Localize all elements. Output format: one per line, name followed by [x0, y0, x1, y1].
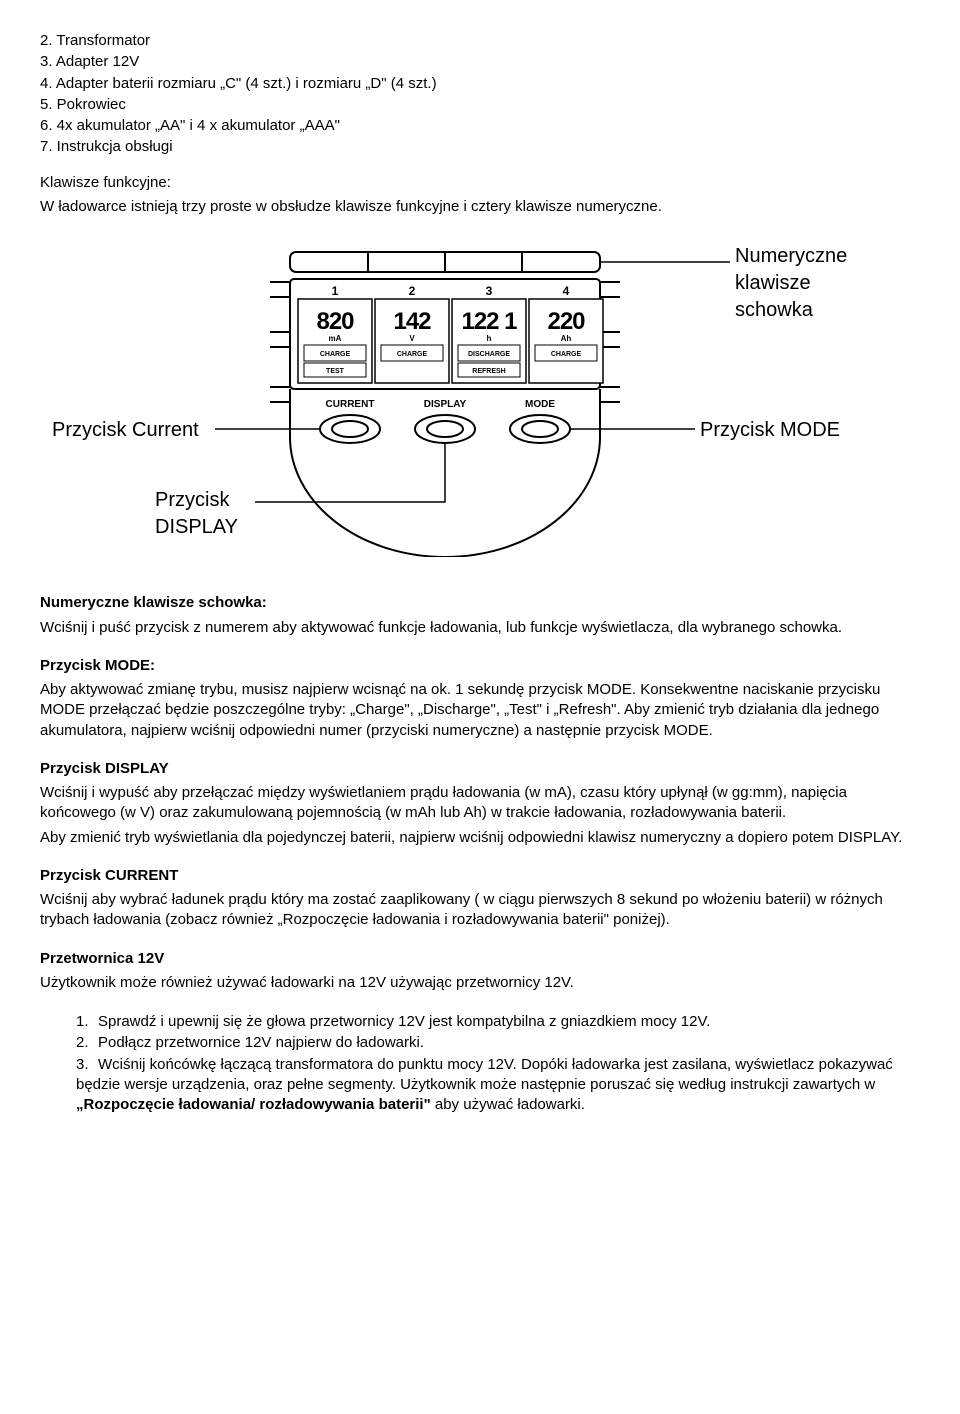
current-button-heading: Przycisk CURRENT — [40, 866, 920, 886]
svg-text:DISPLAY: DISPLAY — [424, 399, 467, 410]
svg-text:CHARGE: CHARGE — [397, 351, 428, 358]
converter-step: 2.Podłącz przetwornice 12V najpierw do ł… — [76, 1033, 920, 1053]
function-keys-text: W ładowarce istnieją trzy proste w obsłu… — [40, 197, 920, 217]
svg-text:DISCHARGE: DISCHARGE — [468, 351, 510, 358]
svg-text:REFRESH: REFRESH — [472, 368, 505, 375]
converter-steps: 1.Sprawdź i upewnij się że głowa przetwo… — [40, 1012, 920, 1054]
label-current-button: Przycisk Current — [52, 417, 199, 444]
svg-text:122 1: 122 1 — [461, 308, 517, 335]
numeric-keys-heading: Numeryczne klawisze schowka: — [40, 593, 920, 613]
label-numeric-keys: Numeryczne klawisze schowka — [735, 243, 847, 324]
svg-text:CHARGE: CHARGE — [551, 351, 582, 358]
svg-text:4: 4 — [563, 284, 570, 298]
numeric-keys-text: Wciśnij i puść przycisk z numerem aby ak… — [40, 618, 920, 638]
display-button-heading: Przycisk DISPLAY — [40, 759, 920, 779]
label-mode-button: Przycisk MODE — [700, 417, 840, 444]
converter-step: 1.Sprawdź i upewnij się że głowa przetwo… — [76, 1012, 920, 1032]
svg-text:MODE: MODE — [525, 399, 555, 410]
svg-text:2: 2 — [409, 284, 416, 298]
svg-text:TEST: TEST — [326, 368, 345, 375]
package-item: 4. Adapter baterii rozmiaru „C" (4 szt.)… — [40, 74, 920, 94]
label-display-button: Przycisk DISPLAY — [155, 487, 238, 541]
svg-text:CHARGE: CHARGE — [320, 351, 351, 358]
function-keys-heading: Klawisze funkcyjne: — [40, 173, 920, 193]
step-number: 3. — [76, 1055, 98, 1075]
svg-text:h: h — [487, 334, 492, 343]
device-diagram: 1 2 3 4 820mA CHARGE TEST 142V CHARGE 122 1h DISC… — [40, 237, 920, 563]
svg-text:3: 3 — [486, 284, 493, 298]
package-item: 5. Pokrowiec — [40, 95, 920, 115]
mode-button-text: Aby aktywować zmianę trybu, musisz najpi… — [40, 680, 920, 741]
converter-step-3: 3.Wciśnij końcówkę łączącą transformator… — [40, 1055, 920, 1116]
package-list: 2. Transformator3. Adapter 12V4. Adapter… — [40, 31, 920, 158]
package-item: 7. Instrukcja obsługi — [40, 137, 920, 157]
step-text-a: Wciśnij końcówkę łączącą transformatora … — [76, 1056, 893, 1093]
svg-text:1: 1 — [332, 284, 339, 298]
svg-text:mA: mA — [329, 334, 342, 343]
current-button-text: Wciśnij aby wybrać ładunek prądu który m… — [40, 890, 920, 931]
step-text-bold: „Rozpoczęcie ładowania/ rozładowywania b… — [76, 1096, 431, 1113]
display-button-text-1: Wciśnij i wypuść aby przełączać między w… — [40, 783, 920, 824]
svg-text:142: 142 — [393, 308, 431, 335]
svg-text:CURRENT: CURRENT — [326, 399, 375, 410]
svg-text:820: 820 — [316, 308, 354, 335]
svg-text:220: 220 — [547, 308, 585, 335]
converter-12v-heading: Przetwornica 12V — [40, 949, 920, 969]
package-item: 3. Adapter 12V — [40, 52, 920, 72]
package-item: 2. Transformator — [40, 31, 920, 51]
svg-text:V: V — [409, 334, 415, 343]
converter-12v-text: Użytkownik może również używać ładowarki… — [40, 973, 920, 993]
step-text-c: aby używać ładowarki. — [431, 1096, 585, 1113]
display-button-text-2: Aby zmienić tryb wyświetlania dla pojedy… — [40, 828, 920, 848]
mode-button-heading: Przycisk MODE: — [40, 656, 920, 676]
package-item: 6. 4x akumulator „AA" i 4 x akumulator „… — [40, 116, 920, 136]
svg-text:Ah: Ah — [561, 334, 572, 343]
